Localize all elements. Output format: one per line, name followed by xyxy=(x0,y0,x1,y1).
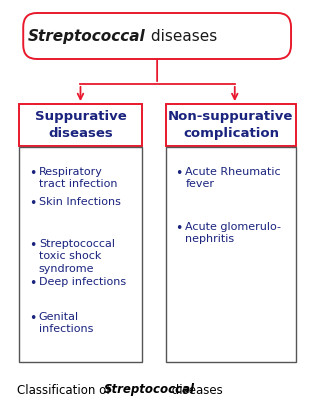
Text: Non-suppurative
complication: Non-suppurative complication xyxy=(168,110,294,140)
Text: Acute glomerulo-
nephritis: Acute glomerulo- nephritis xyxy=(185,222,281,244)
Text: Streptococcal: Streptococcal xyxy=(28,28,146,44)
FancyBboxPatch shape xyxy=(19,147,142,362)
FancyBboxPatch shape xyxy=(166,104,296,146)
Text: Classification of: Classification of xyxy=(17,384,118,396)
Text: •: • xyxy=(29,197,36,210)
FancyBboxPatch shape xyxy=(19,104,142,146)
Text: •: • xyxy=(176,222,183,235)
Text: Acute Rheumatic
fever: Acute Rheumatic fever xyxy=(185,167,281,190)
FancyBboxPatch shape xyxy=(166,147,296,362)
Text: Skin Infections: Skin Infections xyxy=(39,197,121,207)
Text: •: • xyxy=(29,277,36,290)
FancyBboxPatch shape xyxy=(23,13,291,59)
Text: Streptococcal: Streptococcal xyxy=(104,384,195,396)
Text: diseases: diseases xyxy=(146,28,218,44)
Text: •: • xyxy=(176,167,183,180)
Text: •: • xyxy=(29,167,36,180)
Text: Respiratory
tract infection: Respiratory tract infection xyxy=(39,167,117,190)
Text: •: • xyxy=(29,239,36,252)
Text: •: • xyxy=(29,312,36,325)
Text: Streptococcal
toxic shock
syndrome: Streptococcal toxic shock syndrome xyxy=(39,239,115,274)
Text: Suppurative
diseases: Suppurative diseases xyxy=(35,110,126,140)
Text: diseases: diseases xyxy=(168,384,223,396)
Text: Deep infections: Deep infections xyxy=(39,277,126,287)
Text: Genital
infections: Genital infections xyxy=(39,312,93,335)
